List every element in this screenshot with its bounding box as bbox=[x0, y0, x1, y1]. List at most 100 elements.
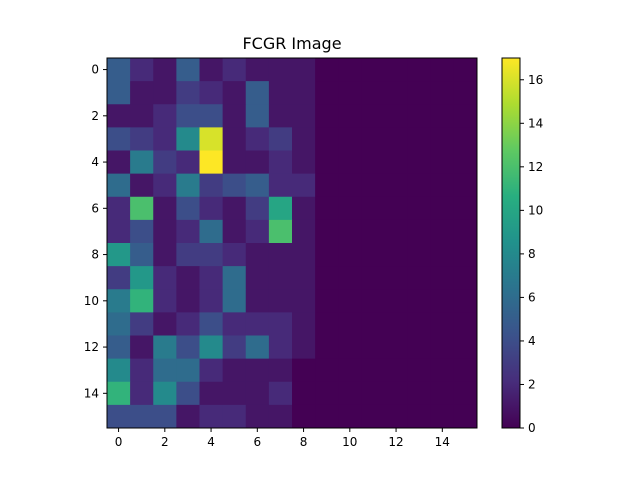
heatmap-cell bbox=[407, 289, 432, 313]
heatmap-cell bbox=[153, 219, 177, 244]
heatmap-cell bbox=[176, 243, 200, 267]
heatmap-cell bbox=[430, 127, 455, 151]
heatmap-cell bbox=[361, 312, 385, 336]
heatmap-cell bbox=[384, 381, 409, 406]
heatmap-cell bbox=[268, 266, 293, 290]
heatmap-cell bbox=[361, 104, 385, 128]
heatmap-cell bbox=[268, 196, 293, 221]
heatmap-cell bbox=[107, 81, 131, 105]
heatmap-cell bbox=[361, 150, 385, 175]
heatmap-cell bbox=[199, 81, 224, 105]
heatmap-cell bbox=[430, 104, 455, 128]
heatmap-cell bbox=[292, 289, 316, 313]
heatmap-cell bbox=[430, 312, 455, 336]
heatmap-cell bbox=[430, 243, 455, 267]
heatmap-cell bbox=[107, 243, 131, 267]
heatmap-cell bbox=[292, 150, 316, 175]
heatmap-cell bbox=[453, 104, 478, 128]
heatmap-cell bbox=[153, 266, 177, 290]
heatmap-cell bbox=[245, 381, 270, 406]
heatmap-cell bbox=[268, 243, 293, 267]
heatmap-cell bbox=[130, 404, 154, 429]
heatmap-cell bbox=[130, 173, 154, 198]
y-tick-label: 2 bbox=[91, 109, 99, 123]
heatmap-cell bbox=[245, 404, 270, 429]
heatmap-cell bbox=[245, 266, 270, 290]
heatmap-cell bbox=[315, 81, 339, 105]
heatmap-cell bbox=[453, 243, 478, 267]
heatmap-cell bbox=[361, 196, 385, 221]
heatmap-cell bbox=[199, 219, 224, 244]
heatmap-cell bbox=[222, 381, 247, 406]
heatmap-cell bbox=[361, 404, 385, 429]
heatmap-cells bbox=[107, 58, 478, 429]
heatmap-cell bbox=[245, 104, 270, 128]
heatmap-cell bbox=[315, 219, 339, 244]
heatmap-cell bbox=[107, 335, 131, 360]
heatmap-cell bbox=[292, 266, 316, 290]
heatmap-cell bbox=[407, 219, 432, 244]
heatmap-cell bbox=[430, 173, 455, 198]
colorbar-tick-label: 10 bbox=[528, 203, 543, 217]
heatmap-cell bbox=[292, 243, 316, 267]
heatmap-cell bbox=[268, 335, 293, 360]
heatmap-cell bbox=[176, 173, 200, 198]
colorbar-tick-label: 0 bbox=[528, 421, 536, 435]
x-tick-label: 4 bbox=[207, 435, 215, 449]
heatmap-cell bbox=[338, 243, 362, 267]
heatmap-cell bbox=[107, 173, 131, 198]
heatmap-cell bbox=[315, 312, 339, 336]
heatmap-cell bbox=[153, 312, 177, 336]
heatmap-cell bbox=[176, 381, 200, 406]
heatmap-cell bbox=[199, 58, 224, 82]
heatmap-cell bbox=[130, 104, 154, 128]
heatmap-cell bbox=[315, 335, 339, 360]
heatmap-cell bbox=[338, 104, 362, 128]
heatmap-cell bbox=[176, 58, 200, 82]
heatmap-cell bbox=[245, 335, 270, 360]
heatmap-cell bbox=[292, 58, 316, 82]
y-tick-label: 6 bbox=[91, 201, 99, 215]
heatmap-cell bbox=[130, 81, 154, 105]
heatmap-cell bbox=[407, 404, 432, 429]
heatmap-cell bbox=[384, 58, 409, 82]
heatmap-cell bbox=[407, 173, 432, 198]
colorbar-tick-label: 14 bbox=[528, 116, 543, 130]
heatmap-cell bbox=[292, 335, 316, 360]
heatmap-cell bbox=[268, 381, 293, 406]
heatmap-cell bbox=[338, 289, 362, 313]
heatmap-cell bbox=[453, 81, 478, 105]
heatmap-cell bbox=[245, 58, 270, 82]
heatmap-cell bbox=[222, 81, 247, 105]
heatmap-cell bbox=[430, 335, 455, 360]
heatmap-cell bbox=[430, 404, 455, 429]
heatmap-cell bbox=[407, 381, 432, 406]
heatmap-cell bbox=[453, 58, 478, 82]
heatmap-cell bbox=[130, 358, 154, 383]
y-tick-label: 10 bbox=[84, 294, 99, 308]
heatmap-cell bbox=[430, 289, 455, 313]
heatmap-cell bbox=[407, 127, 432, 151]
heatmap-cell bbox=[153, 58, 177, 82]
heatmap-cell bbox=[107, 196, 131, 221]
heatmap-cell bbox=[222, 173, 247, 198]
x-tick-label: 12 bbox=[388, 435, 403, 449]
colorbar-gradient bbox=[502, 58, 520, 428]
heatmap-cell bbox=[407, 104, 432, 128]
heatmap-cell bbox=[430, 381, 455, 406]
heatmap-cell bbox=[338, 219, 362, 244]
heatmap-cell bbox=[107, 358, 131, 383]
heatmap-cell bbox=[268, 219, 293, 244]
heatmap-cell bbox=[107, 58, 131, 82]
colorbar-tick-label: 6 bbox=[528, 290, 536, 304]
heatmap-cell bbox=[245, 173, 270, 198]
heatmap-cell bbox=[268, 404, 293, 429]
y-tick-label: 14 bbox=[84, 386, 99, 400]
heatmap-cell bbox=[292, 104, 316, 128]
heatmap-cell bbox=[199, 150, 224, 175]
heatmap-cell bbox=[153, 381, 177, 406]
heatmap-cell bbox=[245, 150, 270, 175]
heatmap-cell bbox=[315, 127, 339, 151]
heatmap-cell bbox=[453, 404, 478, 429]
heatmap-cell bbox=[453, 266, 478, 290]
